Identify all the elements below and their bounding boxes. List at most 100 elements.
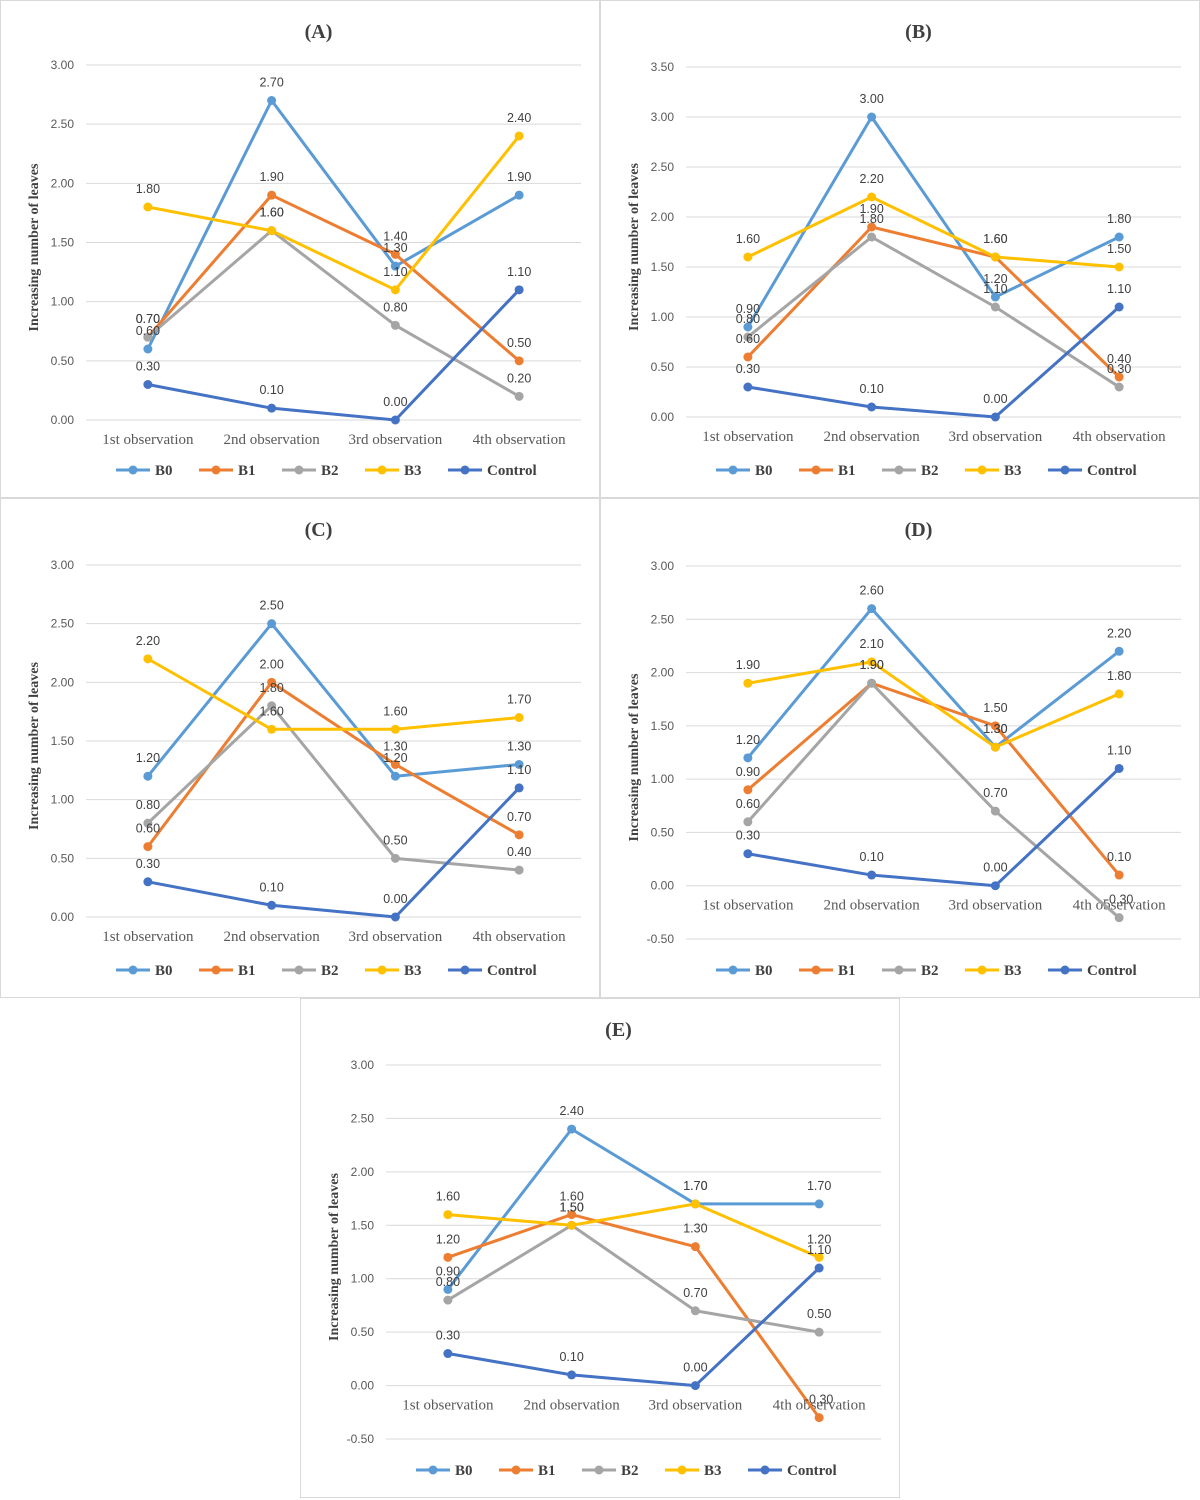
data-label-b1: 0.40 bbox=[1107, 352, 1131, 366]
legend-label-control: Control bbox=[487, 963, 537, 979]
chart-panel-b: (B) 0.00 0.50 1.00 1.50 2.00 2.50 3.00 3.50 Incre… bbox=[600, 0, 1200, 498]
data-point-b2 bbox=[867, 678, 877, 688]
data-point-control bbox=[990, 881, 1000, 891]
data-point-control bbox=[390, 415, 400, 425]
y-tick-label: 1.00 bbox=[51, 295, 75, 309]
legend-marker-b0 bbox=[728, 465, 738, 475]
data-point-b3 bbox=[990, 252, 1000, 262]
data-label-b2: 1.80 bbox=[859, 212, 883, 226]
data-point-control bbox=[443, 1349, 453, 1359]
x-category-label: 4th observation bbox=[473, 929, 566, 945]
data-label-b2: 0.50 bbox=[807, 1307, 831, 1321]
data-label-b2: 0.50 bbox=[383, 833, 407, 847]
data-point-b0 bbox=[814, 1199, 824, 1209]
legend-label-b1: B1 bbox=[238, 963, 256, 979]
legend-marker-control bbox=[1060, 965, 1070, 975]
y-tick-label: -0.50 bbox=[347, 1432, 375, 1446]
data-label-b3: 1.60 bbox=[736, 232, 760, 246]
data-point-b2 bbox=[1114, 913, 1124, 923]
data-point-control bbox=[990, 412, 1000, 422]
data-point-control bbox=[867, 870, 877, 880]
legend-label-b0: B0 bbox=[755, 463, 773, 479]
y-tick-label: 1.00 bbox=[51, 793, 75, 807]
y-tick-label: 3.00 bbox=[51, 558, 75, 572]
legend-marker-b1 bbox=[811, 465, 821, 475]
data-label-b3: 1.30 bbox=[983, 722, 1007, 736]
data-label-control: 0.10 bbox=[259, 383, 283, 397]
legend-marker-b0 bbox=[128, 465, 138, 475]
y-tick-label: 2.00 bbox=[651, 666, 675, 680]
series-line-b1 bbox=[746, 225, 1121, 379]
data-label-b0: 2.70 bbox=[259, 76, 283, 90]
y-tick-label: 3.00 bbox=[351, 1058, 375, 1072]
data-label-b2: 0.80 bbox=[136, 798, 160, 812]
y-tick-label: 2.50 bbox=[651, 160, 675, 174]
data-point-b0 bbox=[390, 771, 400, 781]
y-tick-label: 1.50 bbox=[51, 236, 75, 250]
data-point-b1 bbox=[743, 352, 753, 362]
data-label-b0: 1.90 bbox=[507, 170, 531, 184]
legend-marker-b3 bbox=[977, 965, 987, 975]
data-label-control: 0.00 bbox=[983, 392, 1007, 406]
series-line-b1 bbox=[446, 1213, 821, 1420]
data-point-b3 bbox=[267, 724, 277, 734]
series-line-b2 bbox=[746, 235, 1121, 389]
data-point-b0 bbox=[443, 1284, 453, 1294]
data-label-b0: 1.70 bbox=[807, 1179, 831, 1193]
data-label-b1: 1.60 bbox=[559, 1190, 583, 1204]
series-line-control bbox=[746, 305, 1121, 419]
data-point-b3 bbox=[514, 131, 524, 141]
data-label-control: 1.10 bbox=[1107, 282, 1131, 296]
data-point-b3 bbox=[390, 285, 400, 295]
data-label-b3: 1.70 bbox=[507, 693, 531, 707]
data-label-b1: 0.60 bbox=[736, 332, 760, 346]
data-label-b3: 2.20 bbox=[136, 634, 160, 648]
data-label-b3: 1.50 bbox=[1107, 242, 1131, 256]
data-label-b0: 2.40 bbox=[559, 1104, 583, 1118]
series-line-b0 bbox=[446, 1127, 821, 1291]
y-tick-label: 1.00 bbox=[651, 772, 675, 786]
data-label-b3: 2.20 bbox=[859, 172, 883, 186]
data-label-control: 1.10 bbox=[1107, 743, 1131, 757]
data-point-b3 bbox=[743, 252, 753, 262]
data-label-b3: 1.60 bbox=[259, 704, 283, 718]
data-point-b2 bbox=[743, 817, 753, 827]
series-line-b3 bbox=[446, 1202, 821, 1259]
legend-marker-b0 bbox=[428, 1465, 438, 1475]
data-point-b0 bbox=[990, 292, 1000, 302]
data-point-control bbox=[867, 402, 877, 412]
x-category-label: 4th observation bbox=[473, 432, 566, 448]
y-tick-label: 0.00 bbox=[351, 1379, 375, 1393]
data-label-b3: 1.10 bbox=[383, 265, 407, 279]
y-tick-label: 1.50 bbox=[651, 719, 675, 733]
data-label-b0: 2.60 bbox=[859, 584, 883, 598]
data-label-b0: 1.30 bbox=[383, 241, 407, 255]
data-point-b1 bbox=[1114, 870, 1124, 880]
data-label-b3: 1.70 bbox=[683, 1179, 707, 1193]
legend-marker-b2 bbox=[894, 465, 904, 475]
legend-label-b3: B3 bbox=[404, 463, 422, 479]
legend-marker-b2 bbox=[294, 465, 304, 475]
legend-label-b0: B0 bbox=[155, 963, 173, 979]
data-label-b2: 0.80 bbox=[383, 300, 407, 314]
y-tick-label: 1.50 bbox=[51, 734, 75, 748]
y-axis-label: Increasing number of leaves bbox=[27, 163, 42, 331]
data-point-b2 bbox=[390, 320, 400, 330]
data-label-b1: 0.60 bbox=[136, 822, 160, 836]
y-tick-label: -0.50 bbox=[647, 932, 675, 946]
chart-a: (A) 0.00 0.50 1.00 1.50 2.00 2.50 3.00 Increasin… bbox=[27, 21, 581, 479]
y-tick-label: 1.50 bbox=[651, 260, 675, 274]
data-point-control bbox=[390, 912, 400, 922]
y-tick-label: 0.00 bbox=[51, 413, 75, 427]
data-point-b0 bbox=[1114, 232, 1124, 242]
x-category-label: 3rd observation bbox=[349, 432, 443, 448]
y-tick-label: 1.00 bbox=[351, 1272, 375, 1286]
data-label-b2: 1.50 bbox=[559, 1200, 583, 1214]
data-point-b1 bbox=[267, 190, 277, 200]
legend-marker-control bbox=[760, 1465, 770, 1475]
y-tick-label: 0.50 bbox=[651, 825, 675, 839]
chart-panel-e: (E) -0.50 0.00 0.50 1.00 1.50 2.00 2.50 3.00 Incr… bbox=[300, 998, 900, 1498]
data-label-control: 1.10 bbox=[507, 265, 531, 279]
series-line-b1 bbox=[146, 193, 521, 363]
series-line-b2 bbox=[146, 229, 521, 398]
